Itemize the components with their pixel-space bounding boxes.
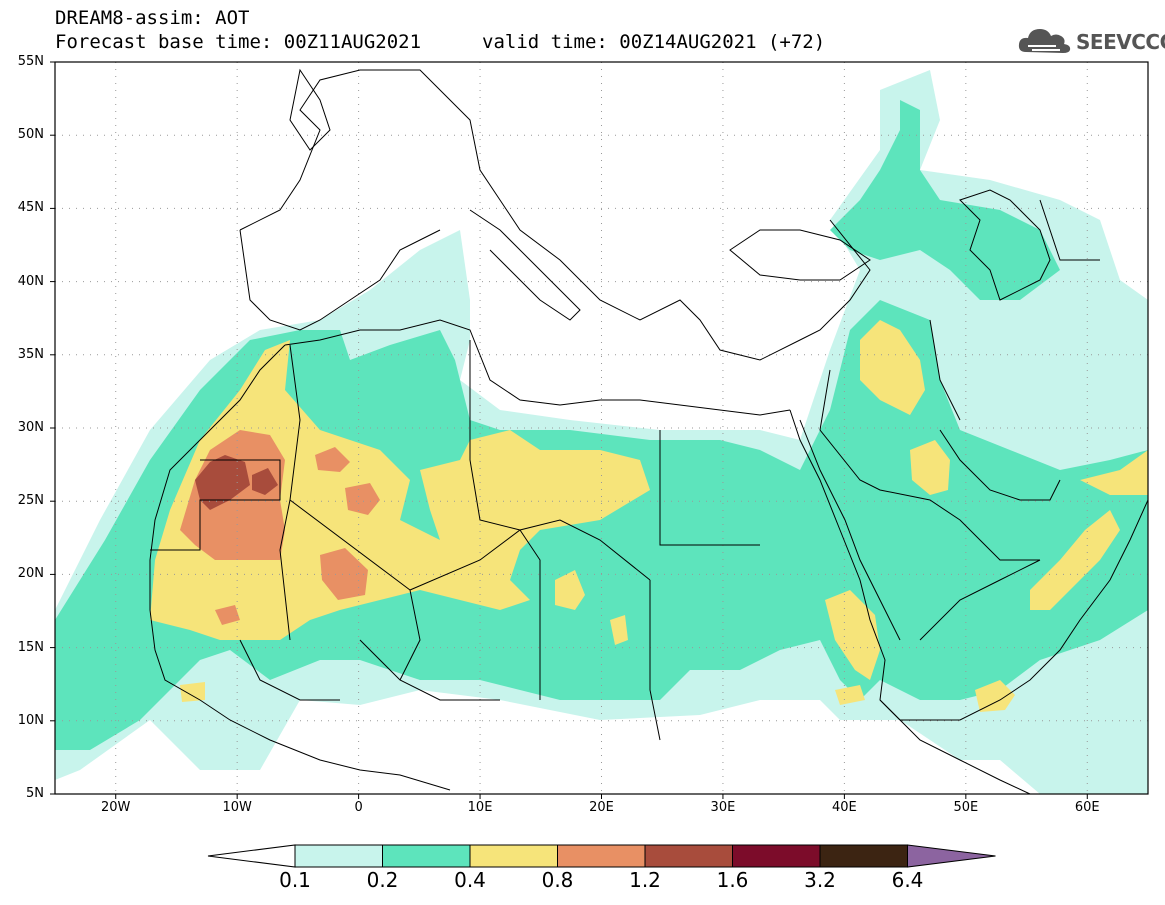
legend-threshold: 1.2 xyxy=(629,868,661,892)
lon-label: 50E xyxy=(953,800,979,815)
legend-swatch xyxy=(819,844,908,868)
legend-swatch xyxy=(732,844,821,868)
lat-label: 30N xyxy=(17,420,44,435)
lat-label: 55N xyxy=(17,54,44,69)
lon-label: 20E xyxy=(589,800,614,815)
legend-threshold: 6.4 xyxy=(891,868,924,892)
logo-text: SEEVCCC xyxy=(1076,30,1165,54)
legend-swatch xyxy=(469,844,558,868)
lon-label: 10E xyxy=(467,800,493,815)
legend-threshold: 0.4 xyxy=(454,868,486,892)
lon-label: 0 xyxy=(354,800,363,815)
lat-label: 45N xyxy=(17,200,44,216)
legend-threshold: 0.2 xyxy=(366,868,399,892)
lon-label: 60E xyxy=(1074,800,1100,815)
lon-label: 30E xyxy=(710,800,736,815)
legend-swatch xyxy=(382,844,471,868)
legend-threshold: 1.6 xyxy=(716,868,749,892)
cloud-icon xyxy=(1018,29,1071,53)
legend-threshold: 0.1 xyxy=(279,868,311,892)
lat-label: 15N xyxy=(17,639,44,655)
aot-field xyxy=(55,70,1148,794)
lat-label: 10N xyxy=(17,712,44,728)
legend-arrow-left xyxy=(207,844,296,868)
lon-label: 10W xyxy=(222,800,252,815)
legend-arrow-right xyxy=(907,844,996,868)
lat-label: 5N xyxy=(26,786,44,801)
lat-label: 20N xyxy=(17,566,44,582)
legend-threshold: 3.2 xyxy=(804,868,836,892)
lon-label: 40E xyxy=(831,800,857,815)
forecast-base-time: Forecast base time: 00Z11AUG2021 xyxy=(55,31,422,53)
map-gridlines xyxy=(55,62,1148,794)
legend-swatch xyxy=(294,844,383,868)
lat-label: 40N xyxy=(17,273,44,289)
axis-ticks xyxy=(50,61,1088,799)
legend-swatch xyxy=(557,844,646,868)
valid-time: valid time: 00Z14AUG2021 (+72) xyxy=(482,31,826,53)
lat-label: 25N xyxy=(17,493,44,509)
legend-threshold: 0.8 xyxy=(541,868,574,892)
legend-swatch xyxy=(644,844,733,868)
lon-label: 20W xyxy=(101,800,131,815)
coastlines xyxy=(149,68,1148,794)
lat-label: 50N xyxy=(17,127,44,143)
lat-label: 35N xyxy=(17,346,44,362)
seevccc-logo: SEEVCCC xyxy=(1016,24,1165,58)
map-title: DREAM8-assim: AOT xyxy=(55,7,250,29)
